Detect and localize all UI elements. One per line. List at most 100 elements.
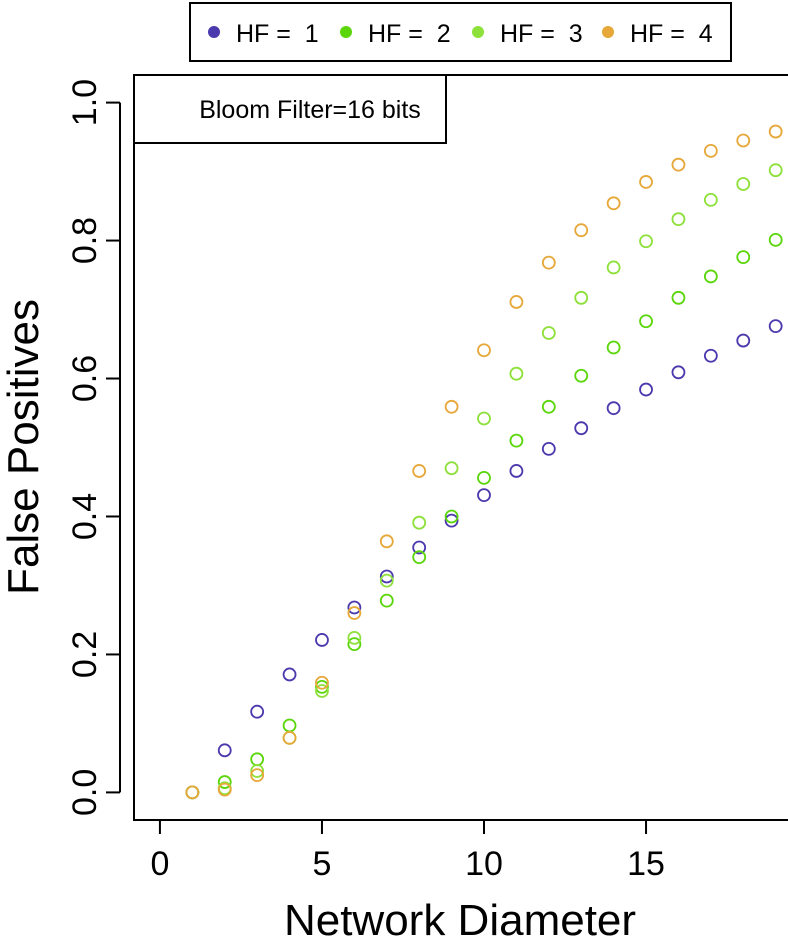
data-point bbox=[768, 319, 783, 333]
y-axis-title: False Positives bbox=[0, 299, 48, 595]
data-point bbox=[606, 340, 621, 355]
data-point bbox=[606, 196, 621, 211]
data-point bbox=[639, 314, 653, 329]
data-point bbox=[444, 513, 459, 528]
data-point bbox=[671, 157, 686, 172]
legend: HF = 1 HF = 2 HF = 3 HF = 4 bbox=[189, 2, 732, 62]
data-point bbox=[444, 461, 459, 476]
x-tick-label: 10 bbox=[465, 845, 503, 883]
data-point bbox=[671, 290, 686, 305]
data-point bbox=[541, 399, 556, 414]
data-point bbox=[639, 234, 653, 249]
data-point bbox=[671, 365, 686, 380]
data-point bbox=[541, 441, 556, 456]
data-point bbox=[574, 368, 589, 383]
legend-item-3: HF = 3 bbox=[472, 20, 583, 48]
data-point bbox=[574, 223, 589, 238]
data-points bbox=[185, 124, 783, 800]
data-point bbox=[379, 569, 394, 584]
annotation: Bloom Filter=16 bits bbox=[133, 74, 447, 144]
legend-marker bbox=[602, 26, 614, 38]
data-point bbox=[509, 464, 524, 478]
data-point bbox=[250, 752, 265, 767]
y-axis: 0.0 0.2 0.4 0.6 0.8 1.0 bbox=[66, 79, 121, 816]
data-point bbox=[315, 679, 329, 694]
legend-item-4: HF = 4 bbox=[602, 20, 713, 48]
legend-label: HF = 4 bbox=[630, 20, 713, 48]
data-point bbox=[347, 637, 362, 651]
data-point bbox=[477, 470, 491, 485]
data-point bbox=[412, 464, 427, 478]
data-point bbox=[703, 192, 718, 207]
data-point bbox=[541, 326, 556, 340]
data-point bbox=[509, 295, 524, 309]
data-point bbox=[412, 515, 427, 530]
data-point bbox=[217, 775, 232, 789]
data-point bbox=[315, 684, 329, 698]
annotation-box bbox=[133, 74, 447, 144]
data-point bbox=[703, 143, 718, 158]
x-tick-label: 5 bbox=[313, 845, 332, 883]
data-point bbox=[768, 163, 783, 178]
data-point bbox=[703, 348, 718, 363]
x-tick-label: 0 bbox=[150, 845, 169, 883]
data-point bbox=[379, 573, 394, 588]
data-point bbox=[477, 343, 491, 358]
data-point bbox=[412, 540, 427, 555]
data-point bbox=[574, 290, 589, 305]
y-tick-label: 0.6 bbox=[66, 355, 104, 402]
y-tick-label: 0.0 bbox=[66, 769, 104, 816]
data-point bbox=[315, 675, 329, 690]
legend-label: HF = 3 bbox=[500, 20, 583, 48]
data-point bbox=[217, 743, 232, 758]
data-point bbox=[444, 509, 459, 524]
data-point bbox=[282, 731, 297, 745]
data-point bbox=[250, 764, 265, 778]
data-point bbox=[347, 600, 362, 615]
y-tick-label: 1.0 bbox=[66, 79, 104, 126]
annotation-text: Bloom Filter=16 bits bbox=[199, 96, 421, 124]
data-point bbox=[379, 534, 394, 549]
data-point bbox=[185, 785, 200, 800]
data-point bbox=[768, 232, 783, 247]
x-axis-title: Network Diameter bbox=[284, 896, 636, 939]
plot-frame bbox=[133, 74, 788, 821]
data-point bbox=[347, 606, 362, 620]
data-point bbox=[736, 133, 751, 148]
data-point bbox=[379, 593, 394, 608]
data-point bbox=[606, 401, 621, 416]
data-point bbox=[412, 550, 427, 565]
series-3 bbox=[185, 163, 783, 800]
legend-marker bbox=[340, 26, 352, 38]
legend-item-1: HF = 1 bbox=[208, 20, 319, 48]
data-point bbox=[574, 421, 589, 436]
data-point bbox=[671, 212, 686, 227]
data-point bbox=[606, 260, 621, 275]
data-point bbox=[477, 488, 491, 502]
legend-marker bbox=[208, 26, 220, 38]
legend-marker bbox=[472, 26, 484, 38]
x-axis: 05101520 bbox=[150, 819, 788, 883]
data-point bbox=[639, 175, 653, 189]
data-point bbox=[736, 333, 751, 348]
data-point bbox=[541, 255, 556, 270]
series-1 bbox=[185, 319, 783, 800]
legend-label: HF = 2 bbox=[368, 20, 451, 48]
series-2 bbox=[185, 232, 783, 800]
data-point bbox=[347, 630, 362, 645]
data-point bbox=[768, 124, 783, 139]
legend-box bbox=[189, 2, 732, 62]
data-point bbox=[282, 667, 297, 682]
legend-item-2: HF = 2 bbox=[340, 20, 451, 48]
data-point bbox=[250, 704, 265, 719]
y-tick-label: 0.8 bbox=[66, 217, 104, 264]
legend-label: HF = 1 bbox=[236, 20, 319, 48]
data-point bbox=[217, 782, 232, 797]
data-point bbox=[250, 768, 265, 783]
y-tick-label: 0.4 bbox=[66, 493, 104, 540]
data-point bbox=[703, 269, 718, 284]
y-tick-label: 0.2 bbox=[66, 631, 104, 678]
data-point bbox=[736, 177, 751, 191]
data-point bbox=[282, 718, 297, 733]
